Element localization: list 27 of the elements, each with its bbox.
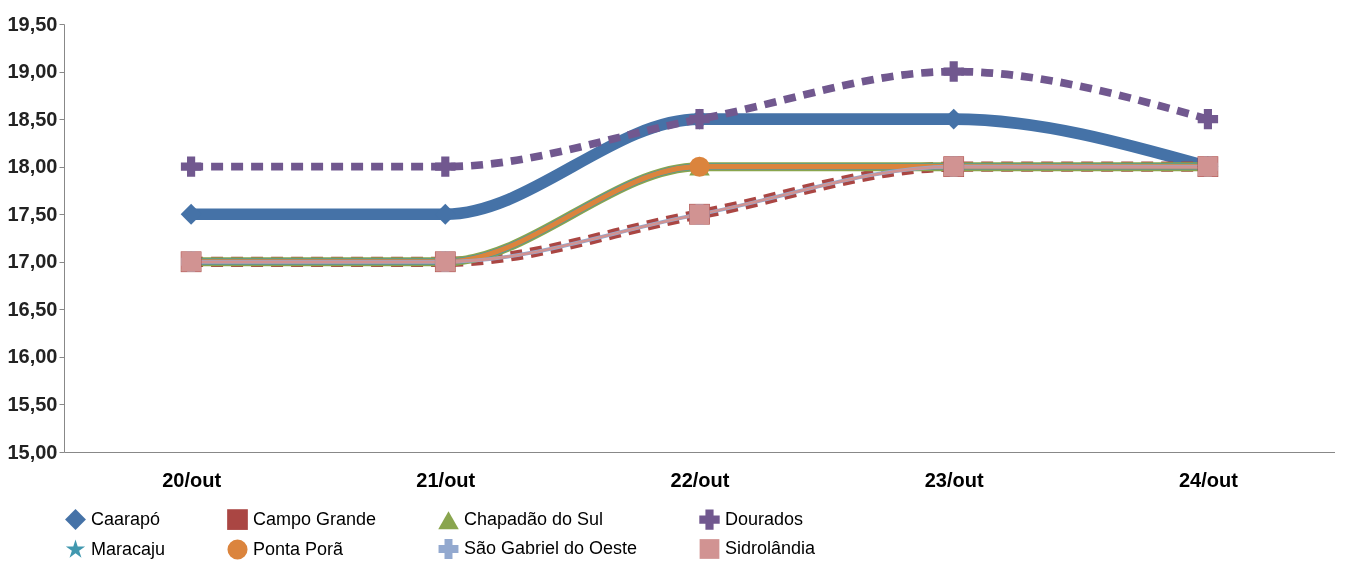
y-tick-label: 15,50: [7, 392, 58, 415]
legend-label: Maracaju: [91, 538, 166, 559]
x-tick-label: 21/out: [416, 468, 476, 491]
legend-label: Chapadão do Sul: [464, 509, 604, 530]
x-tick-label: 22/out: [670, 468, 730, 491]
x-tick-label: 24/out: [1178, 468, 1239, 491]
y-tick-label: 18,50: [7, 107, 58, 130]
point: [435, 156, 456, 177]
y-tick-label: 16,00: [7, 345, 58, 368]
y-tick-label: 17,00: [7, 250, 58, 273]
legend-label: Dourados: [725, 508, 804, 529]
y-tick-label: 15,00: [7, 440, 58, 463]
point: [943, 61, 964, 82]
y-tick-label: 19,00: [7, 60, 58, 83]
legend-label: Campo Grande: [253, 508, 377, 529]
y-tick-label: 16,50: [7, 297, 58, 320]
point: [180, 156, 202, 177]
point: [1197, 108, 1219, 130]
y-tick-label: 18,00: [7, 155, 58, 178]
legend-label: Sidrolândia: [725, 538, 817, 558]
y-tick-label: 17,50: [7, 202, 58, 225]
x-tick-label: 23/out: [924, 468, 984, 491]
legend-label: Caarapó: [91, 508, 161, 529]
x-tick-label: 20/out: [162, 468, 222, 491]
legend-label: São Gabriel do Oeste: [464, 538, 638, 558]
legend-label: Ponta Porã: [253, 538, 345, 559]
y-tick-label: 19,50: [7, 12, 58, 35]
